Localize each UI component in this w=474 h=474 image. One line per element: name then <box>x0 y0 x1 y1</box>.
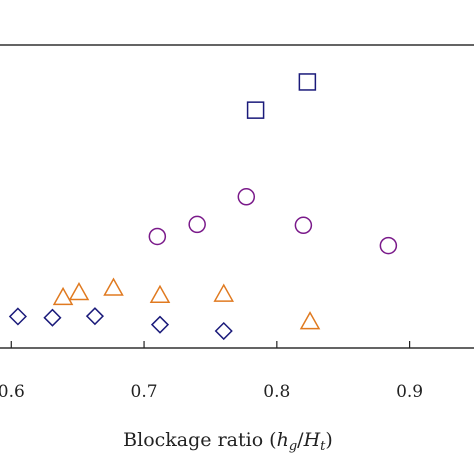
triangle-marker <box>149 284 171 304</box>
x-axis-label-H-subscript: t <box>320 439 326 454</box>
triangle-marker <box>52 286 74 306</box>
diamond-marker <box>214 321 233 341</box>
diamond-marker <box>150 315 170 334</box>
x-axis-label: Blockage ratio (hg/Ht) <box>123 429 333 454</box>
square-marker <box>298 73 317 91</box>
circle-marker <box>188 215 206 234</box>
x-axis-label-h: h <box>277 429 289 451</box>
circle-marker <box>294 216 313 235</box>
x-tick-label: 0.6 <box>0 382 25 402</box>
circle-marker <box>237 188 256 206</box>
triangle-marker <box>103 277 124 296</box>
x-axis-label-H: H <box>303 429 321 451</box>
diamond-marker <box>43 308 62 327</box>
x-tick-label: 0.7 <box>131 382 158 402</box>
triangle-marker <box>299 311 321 330</box>
x-tick-label: 0.8 <box>263 382 290 402</box>
square-marker <box>246 101 265 119</box>
x-axis-label-prefix: Blockage ratio ( <box>123 429 276 451</box>
circle-marker <box>379 236 398 255</box>
diamond-marker <box>85 307 104 326</box>
triangle-marker <box>213 283 235 302</box>
x-axis-label-suffix: ) <box>325 429 332 451</box>
diamond-marker <box>8 307 27 326</box>
x-axis-ticks: 0.6 0.7 0.8 0.9 <box>0 341 423 402</box>
data-markers <box>8 73 398 341</box>
x-tick-label: 0.9 <box>396 382 423 402</box>
x-axis-label-h-subscript: g <box>289 439 297 454</box>
plot-area-frame <box>0 44 474 349</box>
triangle-marker <box>68 282 90 301</box>
circle-marker <box>148 227 167 246</box>
x-axis-label-slash: / <box>297 429 304 451</box>
